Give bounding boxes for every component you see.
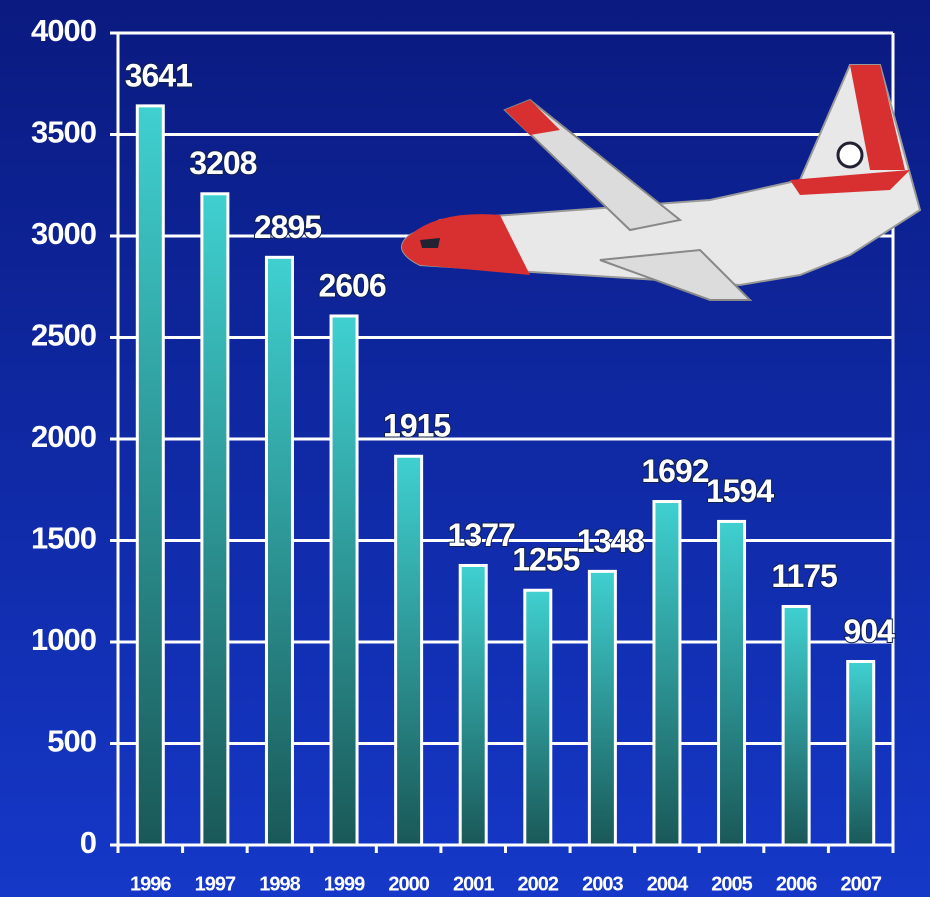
y-tick-label: 500: [47, 724, 96, 759]
bar: [135, 104, 165, 847]
bar: [523, 588, 553, 847]
bar: [200, 192, 230, 847]
value-label: 1915: [383, 408, 450, 444]
x-tick-label: 2007: [840, 873, 881, 895]
x-tick-label: 2001: [453, 873, 494, 895]
y-tick-label: 1500: [31, 521, 96, 556]
y-tick-label: 3000: [31, 216, 96, 251]
value-label: 1377: [448, 517, 515, 553]
y-tick-label: 2500: [31, 318, 96, 353]
y-tick-label: 0: [80, 825, 96, 860]
value-label: 1255: [512, 542, 579, 578]
y-tick-label: 1000: [31, 622, 96, 657]
value-label: 904: [844, 613, 896, 649]
bar: [781, 604, 811, 847]
x-tick-label: 1997: [195, 873, 236, 895]
value-label: 1594: [706, 473, 774, 509]
bar: [264, 255, 294, 847]
x-tick-label: 2004: [647, 873, 689, 895]
bar: [652, 500, 682, 847]
bar: [587, 569, 617, 847]
y-tick-label: 3500: [31, 115, 96, 150]
bar: [458, 563, 488, 847]
bar: [329, 314, 359, 847]
bar: [394, 454, 424, 847]
airplane-illustration: [401, 64, 922, 301]
x-tick-label: 2003: [582, 873, 623, 895]
bar: [717, 519, 747, 847]
value-label: 1348: [577, 523, 644, 559]
value-label: 2895: [254, 209, 321, 245]
value-label: 1692: [641, 453, 708, 489]
value-label: 1175: [771, 558, 837, 594]
value-label: 3208: [189, 145, 256, 181]
x-tick-label: 1996: [130, 873, 171, 895]
x-tick-label: 1999: [324, 873, 365, 895]
bar: [846, 659, 876, 847]
value-label: 2606: [318, 267, 385, 303]
x-tick-label: 2005: [711, 873, 752, 895]
plot-area: 0 500 1000 1500 2000 2500 3000 3500 4000 1996 3641…: [31, 13, 897, 895]
x-tick-label: 1998: [259, 873, 300, 895]
x-tick-label: 2002: [518, 873, 559, 895]
y-tick-label: 2000: [31, 419, 96, 454]
y-tick-label: 4000: [31, 13, 96, 48]
x-tick-label: 2000: [388, 873, 429, 895]
value-label: 3641: [125, 57, 192, 93]
x-tick-label: 2006: [776, 873, 817, 895]
